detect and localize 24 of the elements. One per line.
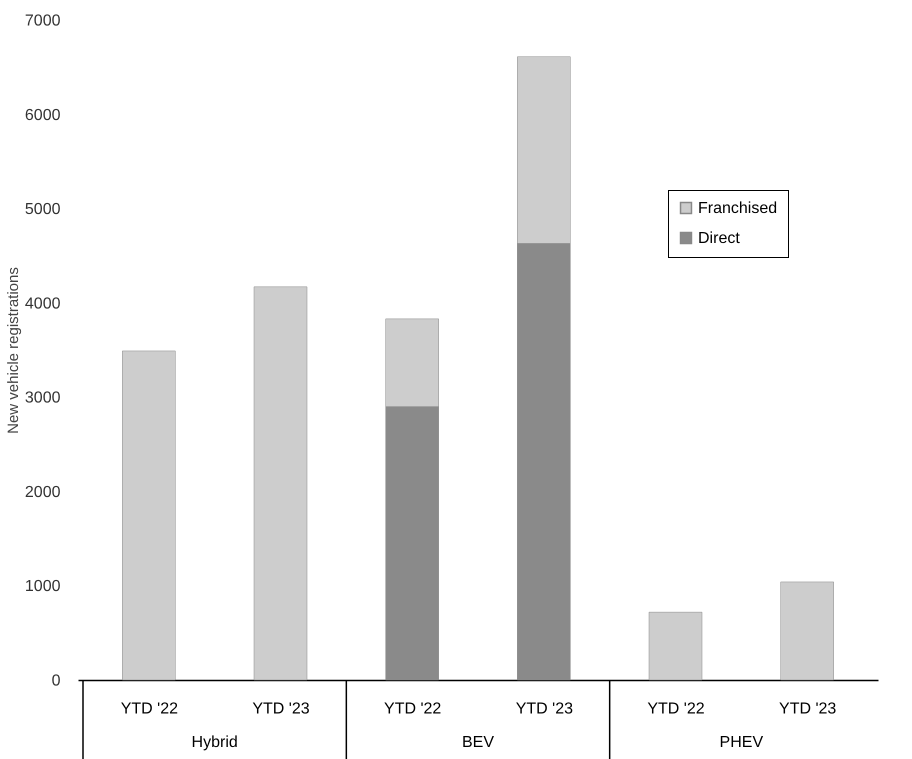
x-tick-label: YTD '23 <box>252 700 310 718</box>
x-tick-label: YTD '22 <box>120 700 178 718</box>
legend-label: Direct <box>698 230 740 247</box>
text: BEV <box>462 734 494 751</box>
bar <box>254 286 308 680</box>
bar <box>648 612 702 680</box>
y-tick-label: 6000 <box>24 106 61 124</box>
x-tick-label: YTD '23 <box>779 700 836 718</box>
text: PHEV <box>720 734 764 751</box>
y-tick-label: 1000 <box>24 578 61 596</box>
y-tick-label: 2000 <box>24 484 61 501</box>
y-axis-title: New vehicle registrations <box>4 267 22 434</box>
text: Hybrid <box>192 734 238 751</box>
bar <box>780 582 834 680</box>
y-tick-label: 3000 <box>24 390 61 407</box>
x-tick-label: YTD '23 <box>516 700 574 718</box>
bar <box>122 350 176 680</box>
y-tick-label: 5000 <box>24 201 61 218</box>
y-tick-label: 0 <box>52 672 61 690</box>
y-tick-label: 4000 <box>24 295 61 312</box>
legend-label: Franchised <box>698 200 778 217</box>
x-tick-label: YTD '22 <box>647 700 705 718</box>
x-tick-label: YTD '22 <box>384 700 442 718</box>
y-tick-label: 7000 <box>24 12 61 30</box>
